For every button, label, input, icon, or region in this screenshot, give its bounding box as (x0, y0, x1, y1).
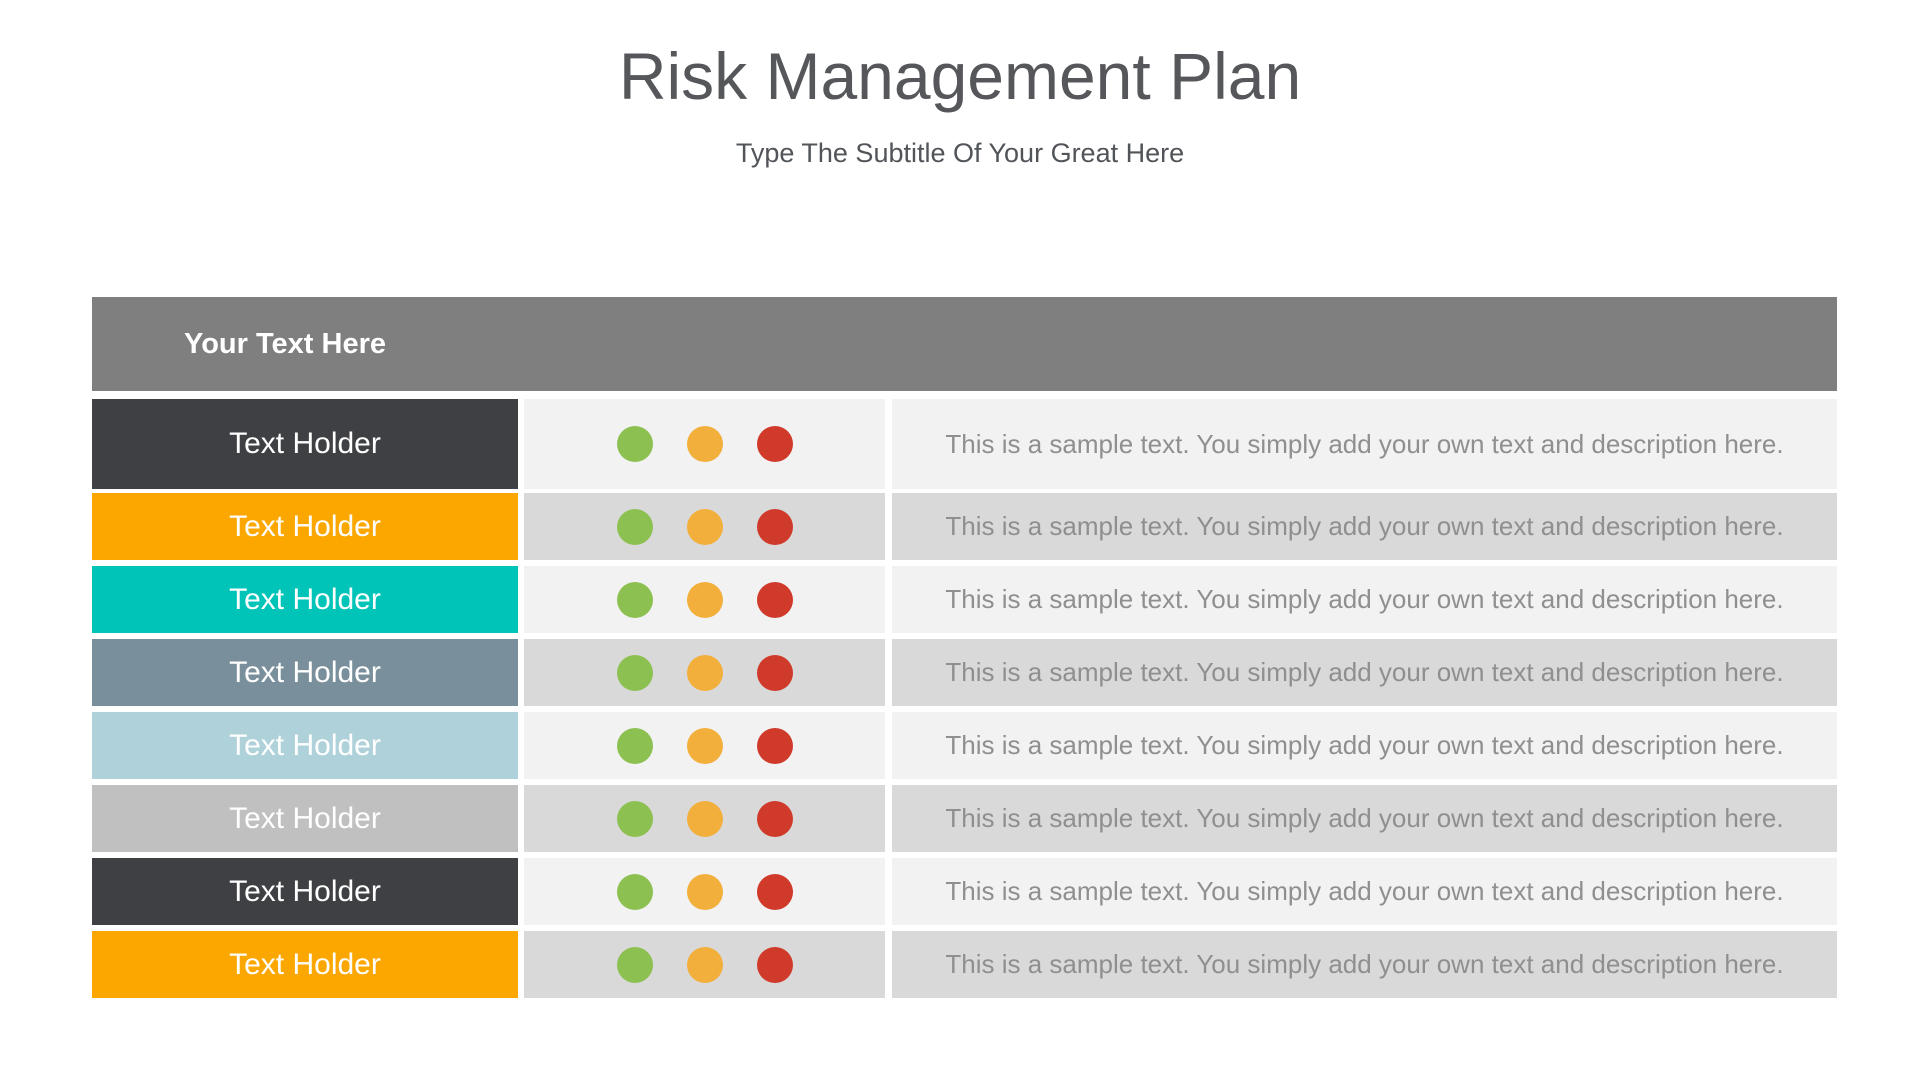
green-dot (616, 581, 653, 618)
table-rows: Text Holder This is a sample text. You s… (92, 399, 1837, 998)
page-subtitle: Type The Subtitle Of Your Great Here (735, 138, 1185, 168)
amber-dot (686, 727, 723, 764)
row-label: Text Holder (92, 493, 518, 560)
risk-table: Your Text Here Text Holder This is a sam… (92, 297, 1837, 1004)
table-header-label: Your Text Here (184, 327, 386, 360)
red-dot (756, 800, 793, 837)
red-dot (756, 727, 793, 764)
row-label: Text Holder (92, 931, 518, 998)
table-row: Text Holder This is a sample text. You s… (92, 639, 1837, 706)
status-dots (524, 785, 885, 852)
row-label: Text Holder (92, 639, 518, 706)
amber-dot (686, 946, 723, 983)
status-dots (524, 566, 885, 633)
red-dot (756, 508, 793, 545)
row-description: This is a sample text. You simply add yo… (892, 931, 1837, 998)
status-dots (524, 858, 885, 925)
amber-dot (686, 873, 723, 910)
row-description: This is a sample text. You simply add yo… (892, 399, 1837, 489)
green-dot (616, 727, 653, 764)
status-dots (524, 493, 885, 560)
table-row: Text Holder This is a sample text. You s… (92, 399, 1837, 489)
row-description: This is a sample text. You simply add yo… (892, 858, 1837, 925)
row-label: Text Holder (92, 566, 518, 633)
row-label: Text Holder (92, 785, 518, 852)
amber-dot (686, 581, 723, 618)
amber-dot (686, 426, 723, 462)
red-dot (756, 873, 793, 910)
table-row: Text Holder This is a sample text. You s… (92, 858, 1837, 925)
row-label: Text Holder (92, 399, 518, 489)
green-dot (616, 426, 653, 462)
amber-dot (686, 800, 723, 837)
status-dots (524, 712, 885, 779)
red-dot (756, 581, 793, 618)
row-description: This is a sample text. You simply add yo… (892, 493, 1837, 560)
red-dot (756, 946, 793, 983)
row-description: This is a sample text. You simply add yo… (892, 712, 1837, 779)
status-dots (524, 399, 885, 489)
table-row: Text Holder This is a sample text. You s… (92, 785, 1837, 852)
green-dot (616, 508, 653, 545)
red-dot (756, 654, 793, 691)
row-description: This is a sample text. You simply add yo… (892, 639, 1837, 706)
green-dot (616, 654, 653, 691)
page-title: Risk Management Plan (618, 39, 1302, 113)
green-dot (616, 873, 653, 910)
green-dot (616, 946, 653, 983)
amber-dot (686, 654, 723, 691)
row-label: Text Holder (92, 712, 518, 779)
amber-dot (686, 508, 723, 545)
row-description: This is a sample text. You simply add yo… (892, 566, 1837, 633)
status-dots (524, 639, 885, 706)
table-row: Text Holder This is a sample text. You s… (92, 566, 1837, 633)
row-description: This is a sample text. You simply add yo… (892, 785, 1837, 852)
table-row: Text Holder This is a sample text. You s… (92, 931, 1837, 998)
red-dot (756, 426, 793, 462)
table-row: Text Holder This is a sample text. You s… (92, 712, 1837, 779)
green-dot (616, 800, 653, 837)
row-label: Text Holder (92, 858, 518, 925)
table-header: Your Text Here (92, 297, 1837, 391)
status-dots (524, 931, 885, 998)
table-row: Text Holder This is a sample text. You s… (92, 493, 1837, 560)
